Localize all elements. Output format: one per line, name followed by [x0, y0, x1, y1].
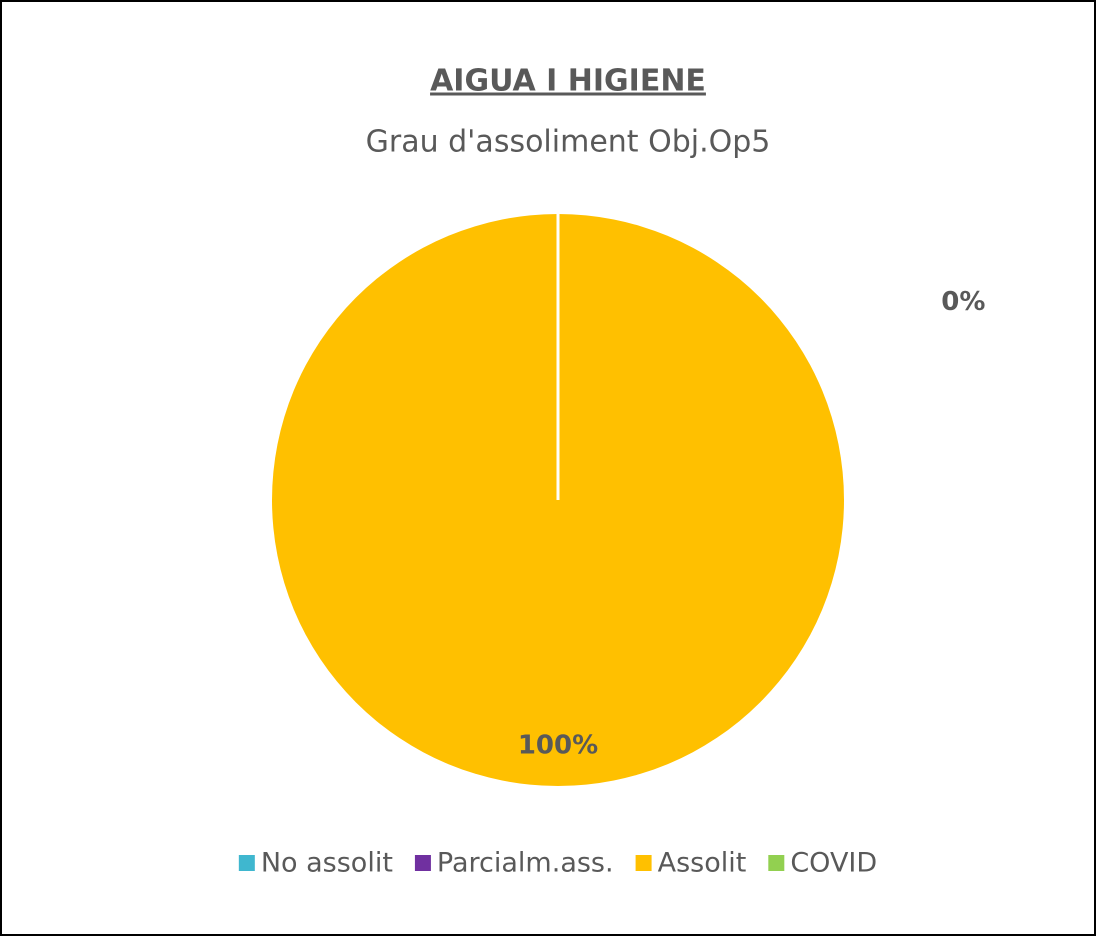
chart-title: AIGUA I HIGIENE	[430, 64, 706, 99]
legend-swatch	[635, 855, 652, 871]
legend-swatch	[414, 855, 431, 871]
legend-label: No assolit	[261, 848, 393, 879]
legend-label: Parcialm.ass.	[437, 848, 614, 879]
legend-label: Assolit	[658, 848, 747, 879]
legend-swatch	[768, 855, 785, 871]
legend-swatch	[238, 855, 255, 871]
data-label: 100%	[518, 730, 598, 760]
chart-subtitle: Grau d'assoliment Obj.Op5	[366, 125, 771, 160]
legend-label: COVID	[790, 848, 877, 879]
data-label: 0%	[941, 287, 985, 317]
